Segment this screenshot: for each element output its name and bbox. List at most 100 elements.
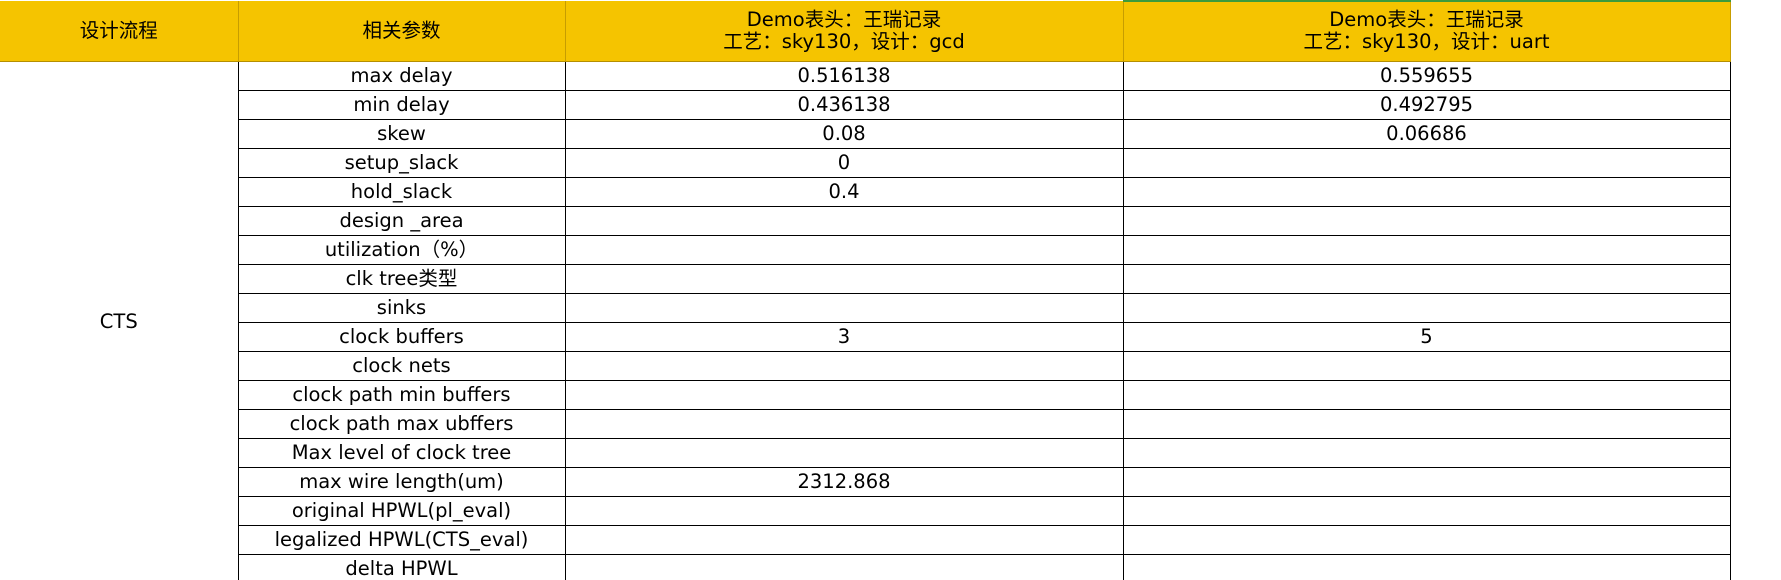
param-cell[interactable]: max wire length(um)	[238, 467, 566, 497]
gcd-value-cell[interactable]: 3	[565, 322, 1124, 352]
uart-value-cell[interactable]: 0.492795	[1123, 90, 1731, 120]
uart-value-cell[interactable]	[1123, 467, 1731, 497]
header-params-label: 相关参数	[362, 18, 441, 42]
table-row: sinks	[0, 293, 1781, 323]
gcd-value-cell[interactable]	[565, 409, 1124, 439]
param-cell[interactable]: min delay	[238, 90, 566, 120]
param-cell[interactable]: clk tree类型	[238, 264, 566, 294]
param-cell[interactable]: clock nets	[238, 351, 566, 381]
table-row: min delay 0.436138 0.492795	[0, 90, 1781, 120]
param-cell[interactable]: Max level of clock tree	[238, 438, 566, 468]
param-cell[interactable]: utilization（%）	[238, 235, 566, 265]
empty-cell[interactable]	[1730, 322, 1781, 351]
gcd-value-cell[interactable]: 0.08	[565, 119, 1124, 149]
table-row: clock buffers 3 5	[0, 322, 1781, 352]
table-row: original HPWL(pl_eval)	[0, 496, 1781, 526]
gcd-value-cell[interactable]: 2312.868	[565, 467, 1124, 497]
table-row: clock nets	[0, 351, 1781, 381]
gcd-value-cell[interactable]: 0.436138	[565, 90, 1124, 120]
gcd-value-cell[interactable]	[565, 206, 1124, 236]
empty-cell[interactable]	[1730, 177, 1781, 206]
uart-value-cell[interactable]	[1123, 351, 1731, 381]
table-row: legalized HPWL(CTS_eval)	[0, 525, 1781, 555]
uart-value-cell[interactable]: 5	[1123, 322, 1731, 352]
empty-cell[interactable]	[1730, 148, 1781, 177]
uart-value-cell[interactable]	[1123, 264, 1731, 294]
table-row: CTS max delay 0.516138 0.559655	[0, 61, 1781, 580]
uart-value-cell[interactable]: 0.06686	[1123, 119, 1731, 149]
uart-value-cell[interactable]	[1123, 409, 1731, 439]
table-row: skew 0.08 0.06686	[0, 119, 1781, 149]
empty-cell[interactable]	[1730, 380, 1781, 409]
gcd-value-cell[interactable]	[565, 380, 1124, 410]
param-cell[interactable]: skew	[238, 119, 566, 149]
table-row: design _area	[0, 206, 1781, 236]
table-row: clock path max ubffers	[0, 409, 1781, 439]
param-cell[interactable]: sinks	[238, 293, 566, 323]
gcd-value-cell[interactable]	[565, 235, 1124, 265]
header-cell-uart[interactable]: Demo表头：王瑞记录 工艺：sky130，设计：uart	[1123, 0, 1731, 62]
uart-value-cell[interactable]	[1123, 438, 1731, 468]
uart-value-cell[interactable]	[1123, 380, 1731, 410]
header-gcd-line1: Demo表头：王瑞记录	[746, 7, 942, 31]
param-cell[interactable]: clock path min buffers	[238, 380, 566, 410]
gcd-value-cell[interactable]	[565, 496, 1124, 526]
header-gcd-line2: 工艺：sky130，设计：gcd	[723, 29, 965, 53]
param-cell[interactable]: design _area	[238, 206, 566, 236]
header-uart-line1: Demo表头：王瑞记录	[1329, 8, 1524, 32]
table-row: delta HPWL	[0, 554, 1781, 580]
empty-cell[interactable]	[1730, 235, 1781, 264]
empty-cell[interactable]	[1730, 467, 1781, 496]
gcd-value-cell[interactable]	[565, 264, 1124, 294]
empty-cell[interactable]	[1730, 1, 1781, 61]
header-cell-params[interactable]: 相关参数	[238, 1, 566, 62]
gcd-value-cell[interactable]: 0	[565, 148, 1124, 178]
param-cell[interactable]: delta HPWL	[238, 554, 566, 580]
header-cell-flow[interactable]: 设计流程	[0, 1, 239, 62]
empty-cell[interactable]	[1730, 496, 1781, 525]
table-row: utilization（%）	[0, 235, 1781, 265]
gcd-value-cell[interactable]	[565, 525, 1124, 555]
empty-cell[interactable]	[1730, 90, 1781, 119]
gcd-value-cell[interactable]: 0.516138	[565, 61, 1124, 91]
param-cell[interactable]: legalized HPWL(CTS_eval)	[238, 525, 566, 555]
table-row: setup_slack 0	[0, 148, 1781, 178]
stage-label: CTS	[99, 310, 138, 334]
uart-value-cell[interactable]	[1123, 293, 1731, 323]
uart-value-cell[interactable]	[1123, 177, 1731, 207]
uart-value-cell[interactable]	[1123, 206, 1731, 236]
param-cell[interactable]: original HPWL(pl_eval)	[238, 496, 566, 526]
empty-cell[interactable]	[1730, 61, 1781, 90]
gcd-value-cell[interactable]	[565, 293, 1124, 323]
gcd-value-cell[interactable]	[565, 351, 1124, 381]
uart-value-cell[interactable]	[1123, 525, 1731, 555]
empty-cell[interactable]	[1730, 264, 1781, 293]
stage-cell[interactable]: CTS	[0, 61, 239, 580]
empty-cell[interactable]	[1730, 525, 1781, 554]
empty-cell[interactable]	[1730, 206, 1781, 235]
gcd-value-cell[interactable]	[565, 554, 1124, 580]
empty-cell[interactable]	[1730, 438, 1781, 467]
gcd-value-cell[interactable]: 0.4	[565, 177, 1124, 207]
empty-cell[interactable]	[1730, 293, 1781, 322]
uart-value-cell[interactable]	[1123, 235, 1731, 265]
table-body: CTS max delay 0.516138 0.559655 min delay 0.4…	[0, 61, 1781, 580]
uart-value-cell[interactable]	[1123, 148, 1731, 178]
table-row: clock path min buffers	[0, 380, 1781, 410]
gcd-value-cell[interactable]	[565, 438, 1124, 468]
empty-cell[interactable]	[1730, 554, 1781, 580]
param-cell[interactable]: hold_slack	[238, 177, 566, 207]
header-row: 设计流程 相关参数 Demo表头：王瑞记录 工艺：sky130，设计：gcd D…	[0, 0, 1781, 62]
empty-cell[interactable]	[1730, 119, 1781, 148]
param-cell[interactable]: clock path max ubffers	[238, 409, 566, 439]
empty-cell[interactable]	[1730, 351, 1781, 380]
header-cell-gcd[interactable]: Demo表头：王瑞记录 工艺：sky130，设计：gcd	[565, 1, 1124, 62]
table-row: max wire length(um) 2312.868	[0, 467, 1781, 497]
param-cell[interactable]: max delay	[238, 61, 566, 91]
uart-value-cell[interactable]	[1123, 554, 1731, 580]
uart-value-cell[interactable]	[1123, 496, 1731, 526]
empty-cell[interactable]	[1730, 409, 1781, 438]
uart-value-cell[interactable]: 0.559655	[1123, 61, 1731, 91]
param-cell[interactable]: clock buffers	[238, 322, 566, 352]
param-cell[interactable]: setup_slack	[238, 148, 566, 178]
